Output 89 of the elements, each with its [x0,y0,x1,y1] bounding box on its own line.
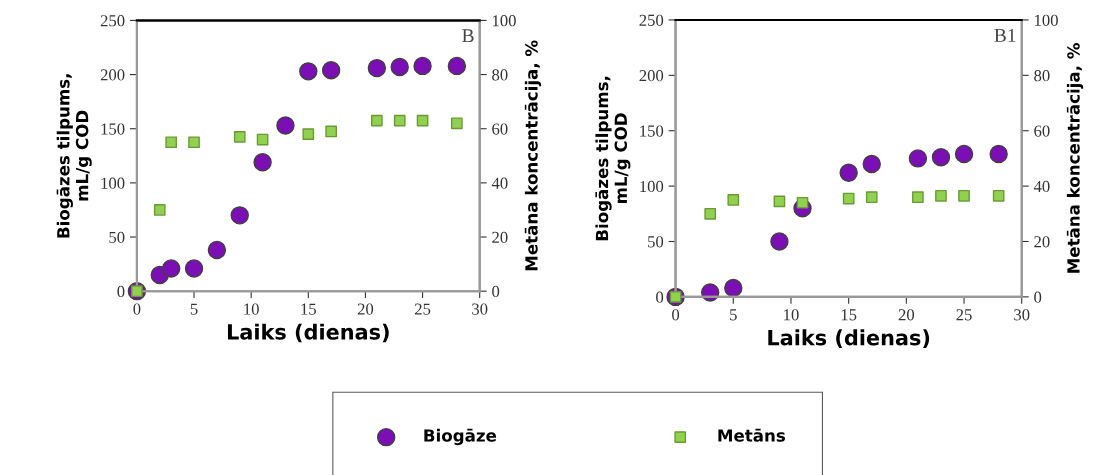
legend-label: Metāns [718,428,785,442]
point [367,58,387,78]
y2-tick-label: 60 [492,123,508,135]
point [992,189,1005,202]
y2-tick-label: 100 [492,15,516,27]
y2-tick-label: 20 [492,231,508,243]
point [256,133,269,146]
point [299,62,318,81]
point [865,191,878,204]
point [989,144,1008,164]
y2-tick-label: 40 [1033,180,1050,193]
point [451,117,463,130]
point [447,56,467,76]
point [935,189,947,202]
y-tick-label: 200 [100,69,125,81]
point [773,195,786,208]
y2-tick-label: 20 [1034,236,1050,248]
point [302,128,315,140]
y2-tick-label: 0 [492,285,500,298]
point [371,114,383,127]
y2-axis-title: Metāna koncentrācija, % [524,40,542,271]
point [325,125,337,138]
x-tick-label: 25 [956,309,972,321]
point [842,192,855,205]
y-tick-label: 150 [101,123,125,135]
point [958,189,970,202]
x-tick-label: 30 [472,303,488,315]
point [839,163,858,183]
point [796,196,809,209]
point [704,207,717,220]
x-tick-label: 30 [1014,309,1030,321]
y-axis-title: Biogāzes tilpums, mL/g COD [56,74,92,238]
y2-tick-label: 80 [1034,70,1050,82]
point [165,136,178,149]
y2-axis-title: Metāna koncentrācija, % [1066,43,1084,273]
x-axis-title: Laiks (dienas) [768,329,930,348]
point [153,204,166,216]
x-tick-label: 0 [672,309,680,321]
y-tick-label: 250 [639,14,664,26]
x-tick-label: 0 [133,303,141,315]
annotation: B1 [994,28,1016,42]
y-tick-label: 150 [640,125,664,137]
y2-tick-label: 60 [1034,125,1050,137]
x-axis-title: Laiks (dienas) [227,323,389,343]
y-tick-label: 250 [100,15,125,27]
point [770,232,789,251]
point [276,116,295,135]
y-tick-label: 50 [648,236,664,248]
point [230,206,249,225]
x-tick-label: 10 [784,309,799,321]
point [727,194,740,206]
annotation: B [462,29,474,43]
point [416,114,429,127]
y-tick-label: 100 [640,180,664,193]
point [184,259,204,278]
point [161,259,181,278]
x-tick-label: 5 [730,309,737,321]
point [931,148,951,167]
y2-tick-label: 0 [1034,291,1042,303]
y2-tick-label: 40 [491,177,508,189]
point [912,191,924,204]
y-tick-label: 200 [639,70,664,82]
point [954,144,974,164]
x-tick-label: 25 [414,303,431,315]
point [390,57,409,77]
x-tick-label: 20 [898,309,915,321]
y-axis-title: Biogāzes tilpums, mL/g COD [595,76,631,241]
point [393,114,406,127]
x-tick-label: 15 [841,309,857,321]
point [724,278,743,298]
y2-tick-label: 80 [492,69,508,81]
y-tick-label: 0 [656,291,664,303]
y2-tick-label: 100 [1035,14,1058,26]
point [862,154,881,174]
point [321,61,341,80]
x-tick-label: 20 [357,303,374,315]
point [908,149,928,168]
point [413,56,432,76]
point [188,136,200,149]
x-tick-label: 5 [190,303,198,315]
point [207,240,227,260]
legend-label: Biogāze [424,428,497,446]
y-tick-label: 50 [109,231,125,243]
point [253,153,272,172]
x-tick-label: 10 [244,303,259,315]
y-tick-label: 100 [101,177,125,189]
y-tick-label: 0 [117,285,125,298]
point [233,131,246,143]
x-tick-label: 15 [301,303,316,315]
